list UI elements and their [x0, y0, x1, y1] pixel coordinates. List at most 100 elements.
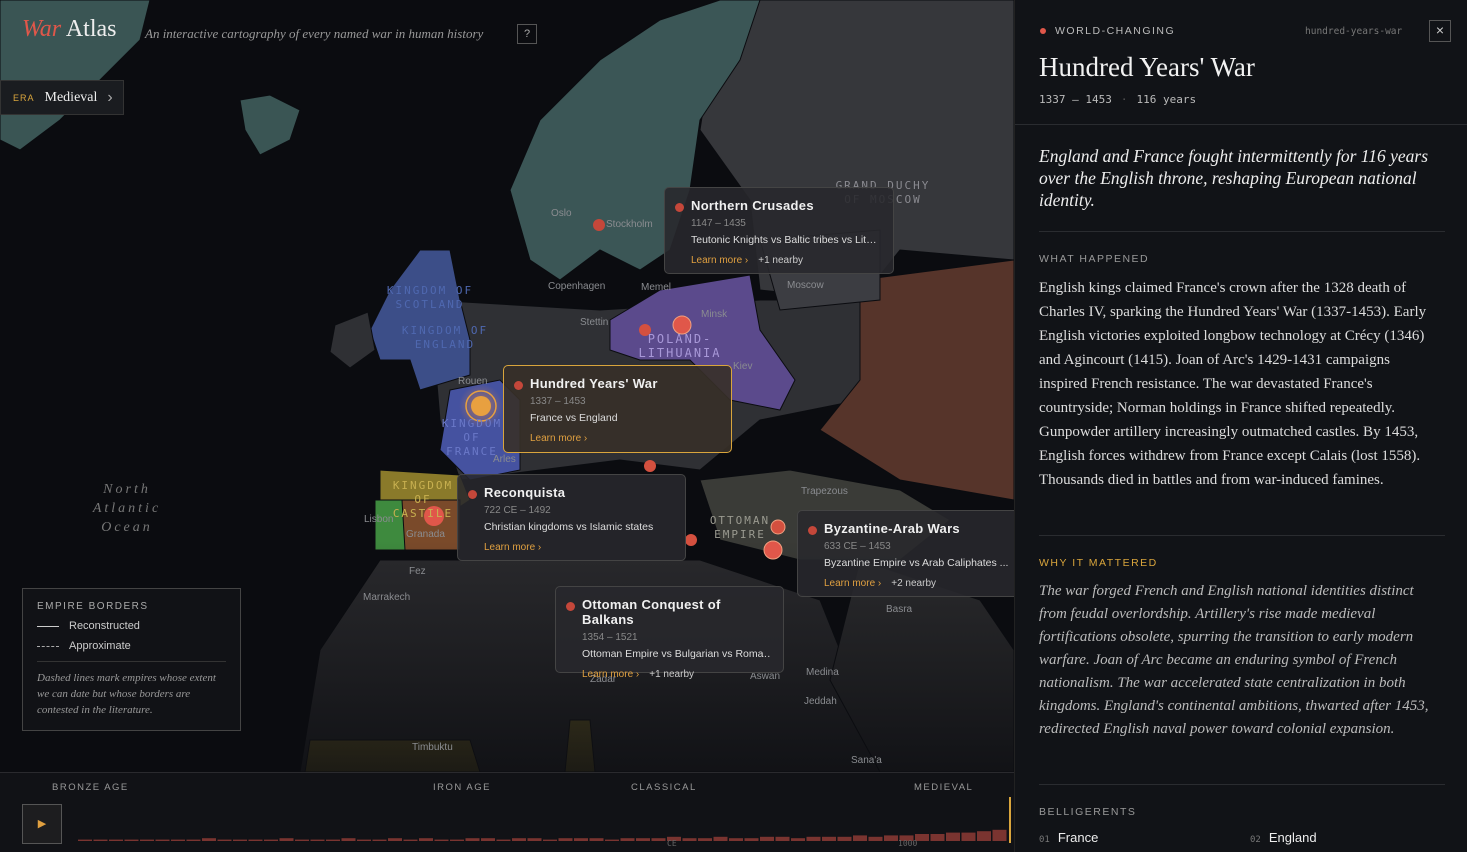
histogram-bar — [853, 835, 867, 841]
nearby[interactable]: +2 nearby — [891, 578, 937, 589]
histogram-bar — [326, 839, 340, 841]
histogram-bar — [450, 839, 464, 841]
histogram-bar — [558, 838, 573, 841]
histogram-bar — [140, 839, 154, 841]
learn-more[interactable]: Learn more — [691, 255, 743, 266]
section-title: BELLIGERENTS — [1039, 806, 1137, 818]
era-tick[interactable]: BRONZE AGE — [52, 782, 129, 793]
marker[interactable] — [763, 540, 783, 560]
histogram-bar — [977, 831, 991, 841]
histogram-bar — [233, 839, 247, 841]
marker[interactable] — [639, 324, 651, 336]
era-tick[interactable]: CLASSICAL — [631, 782, 697, 793]
histogram-bar — [434, 839, 449, 841]
detail-panel: WORLD-CHANGING hundred-years-war × Hundr… — [1014, 0, 1467, 852]
brand-accent: War — [22, 16, 62, 42]
histogram-bar — [775, 836, 790, 841]
date-range: 1337 — 1453 — [1039, 93, 1112, 106]
era-tick[interactable]: MEDIEVAL — [914, 782, 974, 793]
axis-label: CE — [667, 839, 677, 848]
war-markers[interactable] — [424, 219, 786, 560]
war-card[interactable]: Northern Crusades 1147 – 1435 Teutonic Kni… — [664, 187, 894, 274]
card-actions: Learn more › +1 nearby — [582, 669, 771, 680]
city-label: Minsk — [701, 309, 728, 320]
city-label: Lisbon — [364, 514, 394, 525]
histogram-bar — [403, 839, 418, 841]
learn-more[interactable]: Learn more — [530, 433, 582, 444]
histogram-bar — [295, 839, 309, 841]
war-card[interactable]: Ottoman Conquest of Balkans 1354 – 1521 Ot… — [555, 586, 784, 680]
era-selector[interactable]: ERA Medieval › — [0, 80, 124, 115]
histogram-bar — [264, 839, 278, 841]
belligerent[interactable]: 01 France — [1039, 830, 1098, 845]
city-label: Timbuktu — [412, 742, 453, 753]
card-title: Reconquista — [484, 485, 566, 500]
card-sides: Christian kingdoms vs Islamic states — [484, 521, 654, 533]
histogram-bar — [884, 835, 898, 841]
timeline[interactable]: BRONZE AGE IRON AGE CLASSICAL MEDIEVAL ▶… — [0, 772, 1014, 852]
card-title: Northern Crusades — [691, 198, 814, 213]
era-tick[interactable]: IRON AGE — [433, 782, 491, 793]
card-dot — [468, 490, 477, 499]
map[interactable]: North Atlantic Ocean KINGDOM OF SCOTLAND K… — [0, 0, 1014, 852]
card-title: Byzantine-Arab Wars — [824, 521, 960, 536]
histogram-bar — [109, 839, 123, 841]
war-card[interactable]: Reconquista 722 CE – 1492 Christian kingdo… — [457, 474, 686, 561]
legend-title: EMPIRE BORDERS — [37, 601, 149, 612]
nearby[interactable]: +1 nearby — [649, 669, 695, 680]
histogram-bar — [605, 839, 619, 841]
histogram-bar — [682, 838, 697, 841]
slug: hundred-years-war — [1305, 26, 1403, 37]
marker[interactable] — [685, 534, 697, 546]
marker[interactable] — [644, 460, 656, 472]
histogram-bar — [760, 836, 774, 841]
section-title: WHY IT MATTERED — [1039, 557, 1158, 569]
marker[interactable] — [471, 396, 491, 416]
histogram-bar — [822, 836, 836, 841]
learn-more[interactable]: Learn more — [484, 542, 536, 553]
belligerent-name: France — [1057, 830, 1099, 845]
why-it-mattered: The war forged French and English nation… — [1039, 583, 1429, 737]
marker[interactable] — [593, 219, 605, 231]
card-dot — [566, 602, 575, 611]
marker[interactable] — [424, 506, 444, 526]
histogram-bar — [388, 838, 402, 841]
histogram-bar — [124, 839, 139, 841]
divider — [1039, 784, 1445, 785]
war-card[interactable]: Byzantine-Arab Wars 633 CE – 1453 Byzantin… — [797, 510, 1014, 597]
city-label: Sana'a — [851, 755, 882, 766]
war-histogram — [78, 797, 1011, 843]
marker[interactable] — [770, 519, 786, 535]
histogram-bar — [915, 834, 929, 841]
histogram-bar — [806, 836, 821, 841]
city-label: Stettin — [580, 317, 609, 328]
help-button[interactable]: ? — [517, 24, 537, 44]
card-title: Hundred Years' War — [530, 376, 658, 391]
histogram-bar — [791, 838, 805, 841]
learn-more[interactable]: Learn more — [582, 669, 634, 680]
card-dot — [514, 381, 523, 390]
chevron: › — [581, 433, 588, 444]
close-button[interactable]: × — [1429, 20, 1451, 42]
war-dates: 1337 — 1453 · 116 years — [1039, 93, 1197, 106]
learn-more[interactable]: Learn more — [824, 578, 876, 589]
chevron: › — [742, 255, 749, 266]
histogram-bar — [744, 838, 759, 841]
nearby[interactable]: +1 nearby — [758, 255, 804, 266]
card-actions: Learn more › +2 nearby — [824, 578, 1010, 589]
city-label: Arles — [493, 454, 516, 465]
war-card[interactable]: Hundred Years' War 1337 – 1453 France vs E… — [503, 365, 732, 453]
marker[interactable] — [672, 315, 692, 335]
histogram-bar — [961, 832, 976, 841]
histogram-bar — [574, 838, 588, 841]
play-button[interactable]: ▶ — [22, 804, 62, 844]
city-label: Moscow — [787, 280, 824, 291]
belligerent[interactable]: 02 England — [1250, 830, 1317, 845]
lede: England and France fought intermittently… — [1039, 146, 1428, 210]
city-label: Trapezous — [801, 486, 848, 497]
city-label: Oslo — [551, 208, 572, 219]
ocean-label: North Atlantic Ocean — [92, 482, 162, 535]
city-label: Copenhagen — [548, 281, 606, 292]
